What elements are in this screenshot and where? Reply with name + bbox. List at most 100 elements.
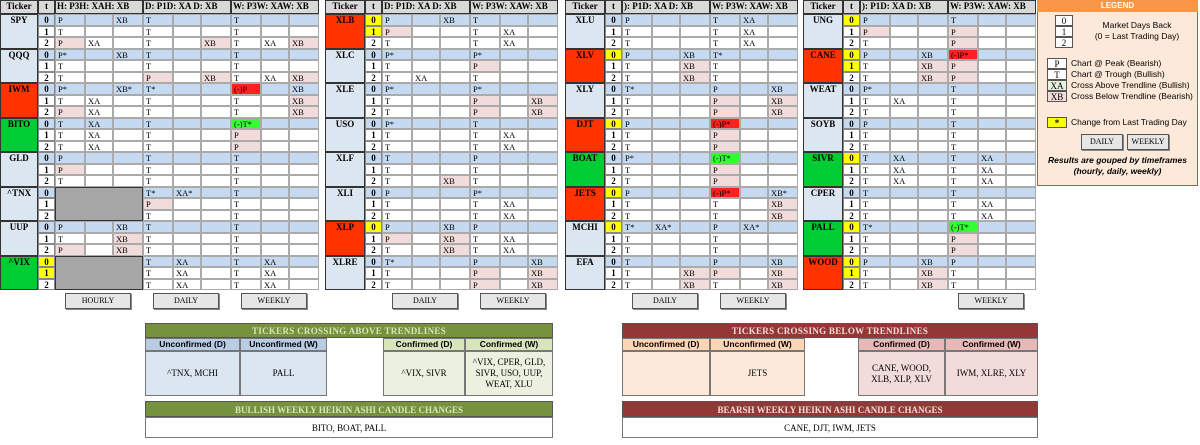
button[interactable]: WEEKLY [480,293,546,309]
signal-cell [768,71,798,83]
t-cell: 0 [38,14,55,26]
t-cell: 2 [365,209,382,221]
signal-cell: T [622,175,652,187]
button[interactable]: WEEKLY [958,293,1024,309]
signal-cell: T [382,71,412,83]
signal-cell: T [382,163,412,175]
t-cell: 1 [365,163,382,175]
signal-cell [412,163,440,175]
signal-cell: XA [890,94,918,106]
signal-cell: P [860,48,890,60]
signal-cell [768,244,798,256]
header-cell: D: P1D: XA D: XB [143,0,231,14]
t-cell: 2 [38,175,55,187]
header-cell: t [605,0,622,14]
signal-cell [680,129,710,141]
signal-cell: XB [528,106,558,118]
signal-cell: T [55,129,85,141]
t-cell: 2 [38,37,55,49]
hourly-na [55,186,143,221]
signal-cell: T [470,25,500,37]
signal-cell [1006,94,1036,106]
signal-cell: P* [382,48,412,60]
signal-cell [113,71,143,83]
button[interactable]: WEEKLY [241,293,307,309]
ticker-cell: UUP [0,221,38,256]
signal-cell [680,255,710,267]
signal-cell [289,48,319,60]
signal-cell: T [860,163,890,175]
t-cell: 1 [365,232,382,244]
button[interactable]: DAILY [153,293,219,309]
t-cell: 0 [38,186,55,198]
signal-cell: P [948,244,978,256]
button[interactable]: DAILY [1081,134,1123,150]
signal-cell [652,278,680,290]
signal-cell [412,129,440,141]
signal-cell: XB [113,48,143,60]
t-cell: 2 [38,71,55,83]
signal-cell: T [55,71,85,83]
ticker-cell: XLB [325,14,365,49]
signal-cell [289,60,319,72]
signal-cell [652,25,680,37]
t-cell: 2 [38,209,55,221]
signal-cell [289,129,319,141]
signal-cell [500,14,528,26]
ticker-cell: CANE [803,48,843,83]
button[interactable]: WEEKLY [720,293,786,309]
t-cell: 1 [605,60,622,72]
signal-cell [261,48,289,60]
signal-cell [528,221,558,233]
signal-cell: T [948,83,978,95]
signal-cell: XB [113,244,143,256]
t-cell: 0 [365,152,382,164]
signal-cell: XB [201,71,231,83]
signal-cell [768,221,798,233]
signal-cell: T* [143,186,173,198]
signal-cell: T [948,129,978,141]
signal-cell: T [382,198,412,210]
signal-cell: P [55,14,85,26]
signal-cell: P [860,255,890,267]
signal-cell: T [622,71,652,83]
signal-cell [978,255,1006,267]
signal-cell [978,186,1006,198]
signal-cell: P [710,175,740,187]
signal-cell: T [143,140,173,152]
signal-cell: T [231,221,261,233]
signal-cell: T [948,140,978,152]
signal-cell: T [470,209,500,221]
signal-cell [680,14,710,26]
signal-cell: XA [500,140,528,152]
ticker-cell: WOOD [803,255,843,290]
signal-cell [918,25,948,37]
signal-cell [440,267,470,279]
button[interactable]: DAILY [392,293,458,309]
signal-cell: XB* [768,186,798,198]
signal-cell [740,163,768,175]
signal-cell [201,25,231,37]
signal-cell [652,94,680,106]
signal-cell: (-)T* [231,117,261,129]
signal-cell: XB [440,244,470,256]
signal-cell [173,140,201,152]
signal-cell [918,175,948,187]
signal-cell [680,186,710,198]
button[interactable]: HOURLY [65,293,131,309]
button[interactable]: WEEKLY [1127,134,1169,150]
signal-cell [740,232,768,244]
signal-cell [113,163,143,175]
signal-cell: XB [113,232,143,244]
button[interactable]: DAILY [632,293,698,309]
signal-cell [500,163,528,175]
signal-cell [652,209,680,221]
signal-cell: T [143,14,173,26]
signal-cell [652,48,680,60]
signal-cell: T [382,140,412,152]
signal-cell [652,267,680,279]
t-cell: 2 [38,140,55,152]
signal-cell: P [382,232,412,244]
signal-cell: P [55,163,85,175]
column-tickers: ^VIX, CPER, GLD, SIVR, USO, UUP, WEAT, X… [465,351,553,396]
